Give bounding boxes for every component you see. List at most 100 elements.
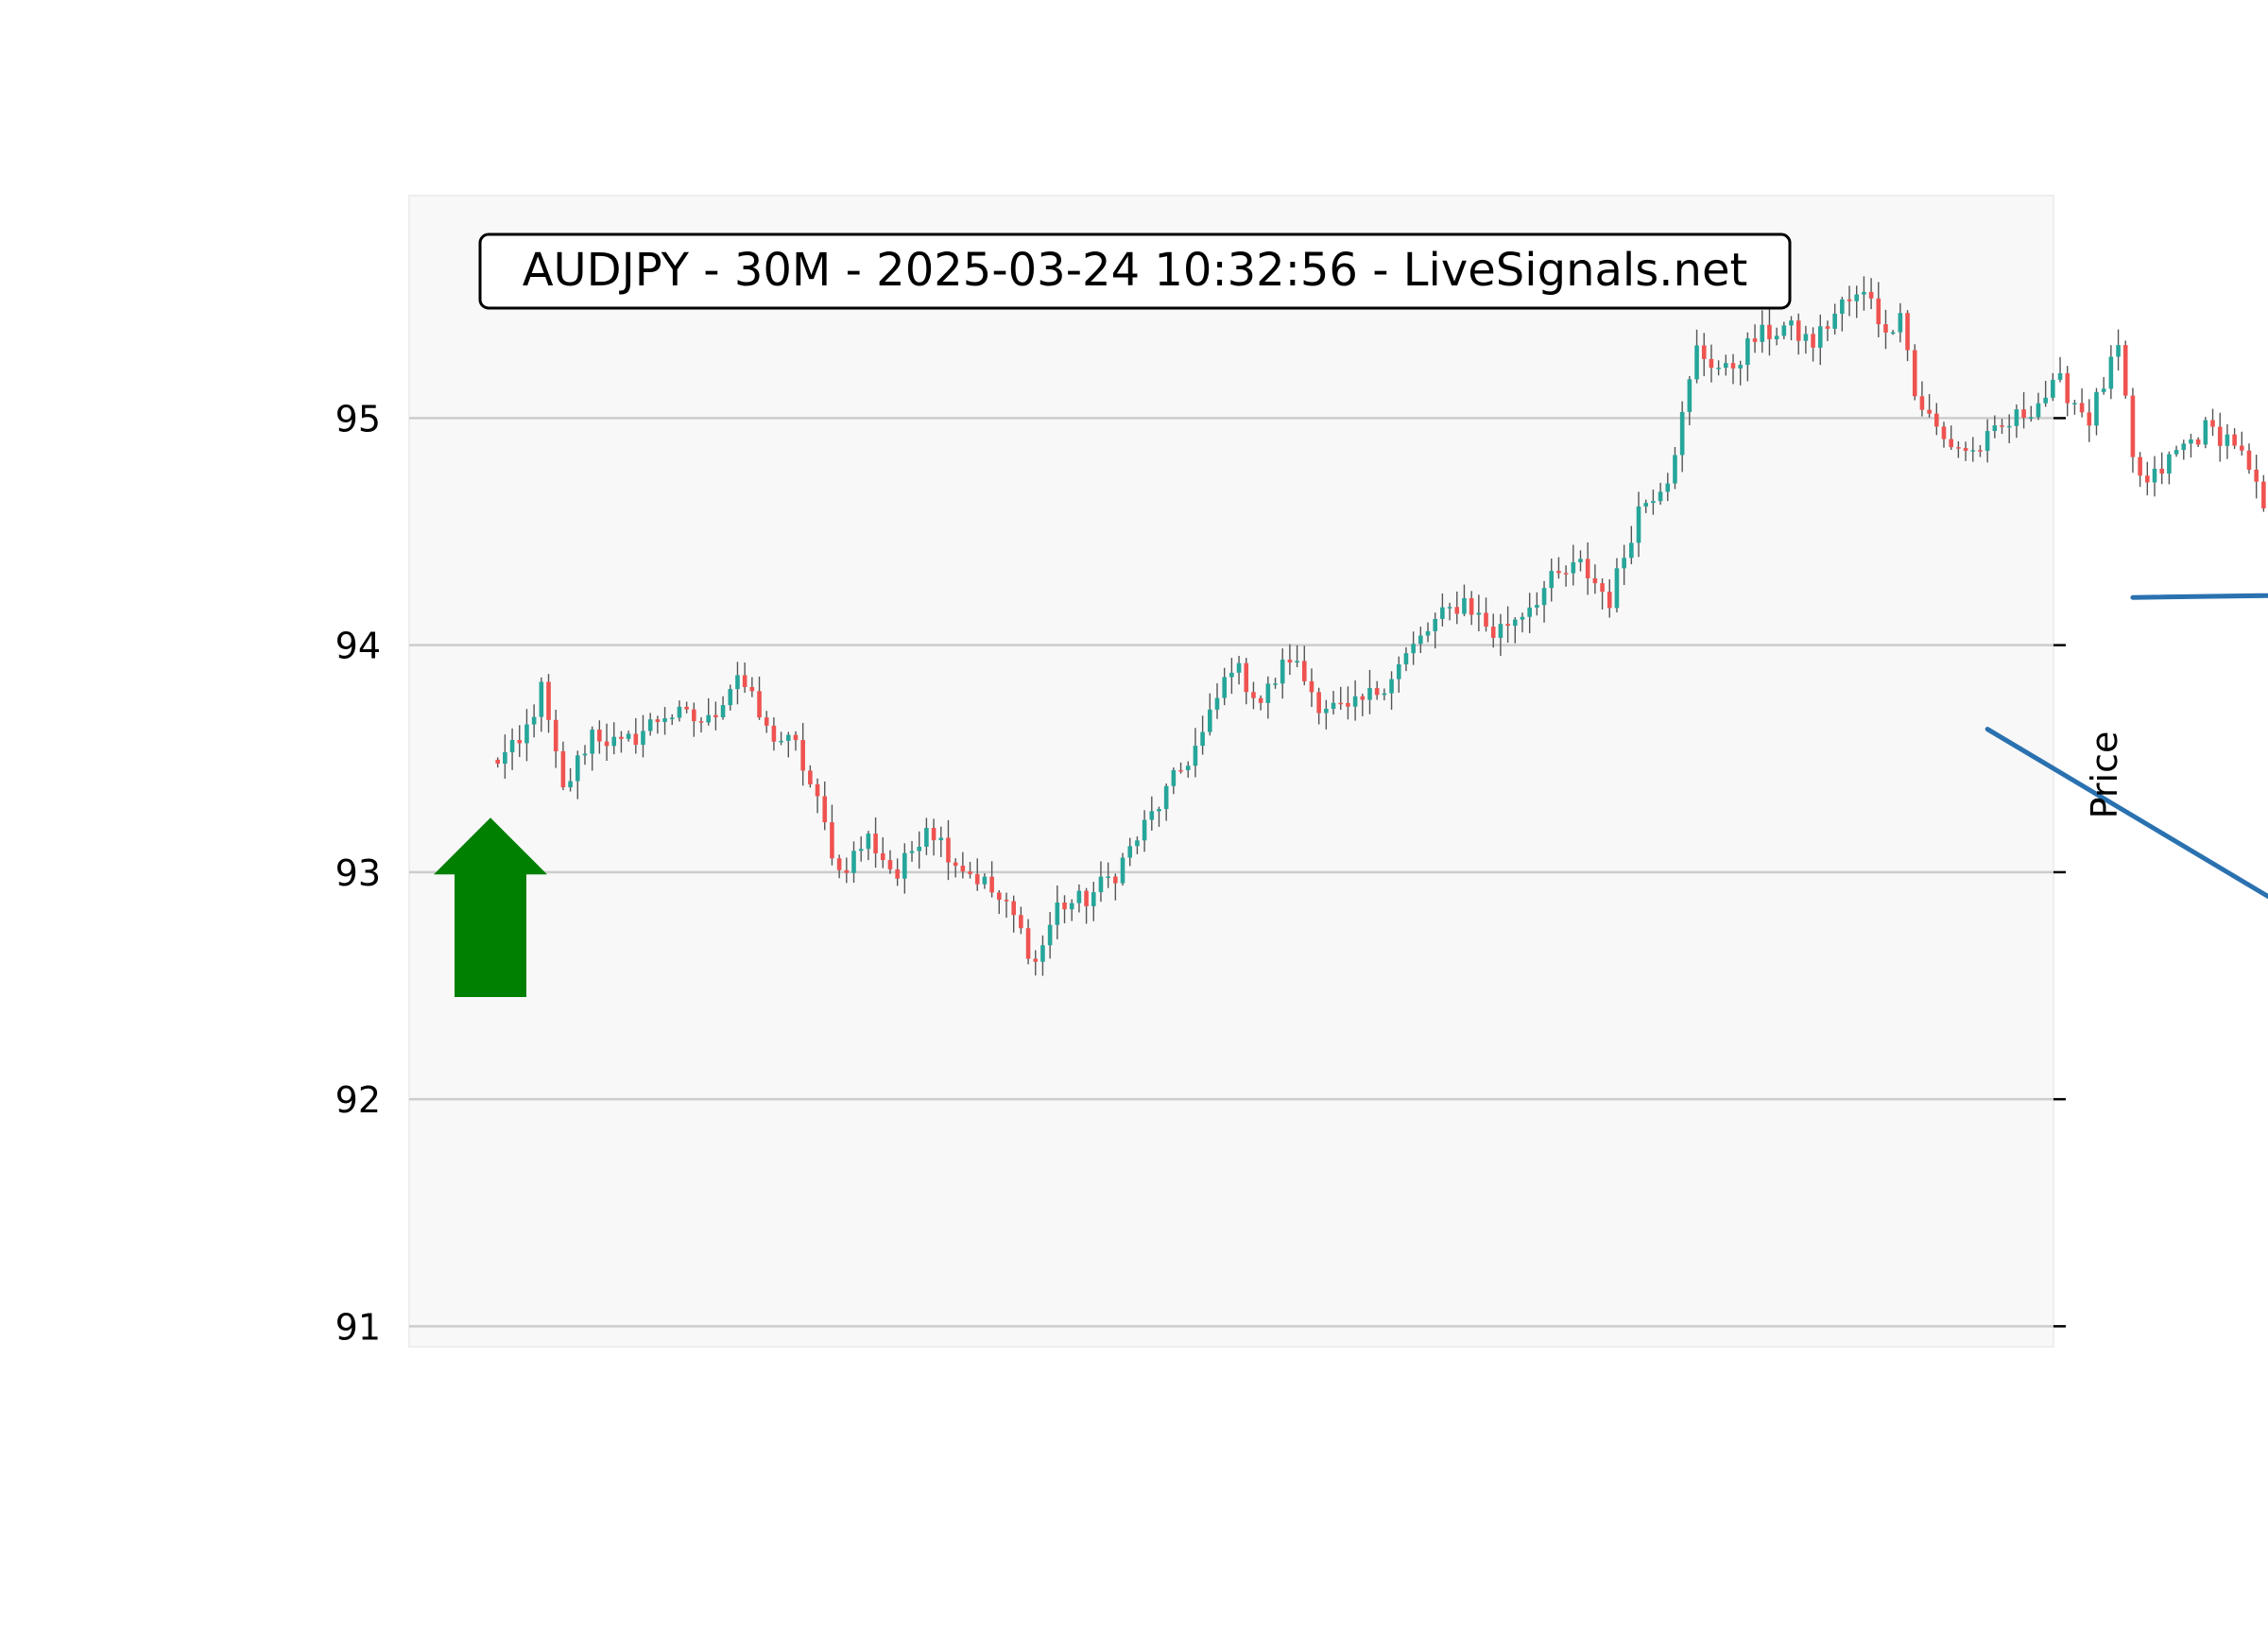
candle-up [1447, 607, 1452, 609]
candle-down [1606, 592, 1612, 609]
candle-up [1535, 605, 1539, 608]
candle-down [880, 852, 885, 861]
candle-up [1091, 892, 1096, 906]
candle-up [1418, 635, 1423, 645]
candle-down [1033, 958, 1039, 962]
candle-up [1694, 345, 1699, 380]
candle-down [1709, 358, 1714, 369]
candle-up [2203, 420, 2208, 445]
candle-up [1622, 558, 1626, 569]
candle-down [1585, 559, 1590, 578]
candle-down [822, 796, 828, 823]
candle-up [1817, 326, 1823, 348]
candle-down [887, 860, 893, 869]
candle-down [1919, 396, 1925, 410]
candle-down [713, 714, 718, 717]
candle-up [677, 706, 682, 718]
candle-up [1745, 338, 1750, 366]
candle-down [1556, 571, 1561, 574]
candle-up [1716, 368, 1721, 370]
candle-down [633, 733, 639, 746]
candle-up [2094, 391, 2099, 426]
candle-down [968, 871, 972, 874]
candle-up [1781, 325, 1787, 336]
candle-up [851, 851, 856, 873]
candle-up [641, 731, 645, 746]
candle-up [2028, 417, 2034, 419]
candle-up [735, 675, 740, 690]
candle-down [989, 876, 994, 893]
candle-up [1789, 320, 1794, 326]
candle-up [1651, 501, 1656, 504]
candle-down [1600, 583, 1605, 593]
candle-up [2167, 454, 2172, 474]
candle-down [757, 691, 762, 718]
candle-down [698, 721, 704, 723]
candle-up [1120, 857, 1125, 884]
candle-down [895, 869, 900, 879]
title-box: AUDJPY - 30M - 2025-03-24 10:32:56 - Liv… [478, 232, 1792, 310]
candle-up [1440, 607, 1445, 619]
candle-up [575, 755, 580, 782]
candle-down [1316, 692, 1321, 714]
candle-down [1941, 426, 1947, 439]
candle-down [844, 869, 850, 873]
candle-up [1629, 542, 1634, 559]
candle-down [2195, 439, 2201, 445]
candle-up [1614, 568, 1620, 609]
candle-down [1811, 334, 1815, 348]
candle-up [1265, 683, 1271, 703]
candle-up [531, 716, 537, 725]
candle-up [626, 733, 631, 739]
candle-up [1382, 693, 1387, 696]
candle-up [2152, 468, 2157, 483]
candle-down [1905, 313, 1910, 351]
candle-up [568, 781, 573, 788]
trendline [2130, 593, 2268, 600]
candle-down [1978, 450, 1983, 452]
candle-up [2116, 345, 2121, 357]
candle-down [808, 770, 813, 784]
candle-up [779, 740, 783, 743]
candle-up [866, 834, 871, 850]
candle-up [1984, 431, 1990, 451]
candle-up [2014, 409, 2019, 426]
candle-up [1149, 811, 1155, 820]
candle-down [815, 783, 820, 797]
candle-down [517, 740, 523, 744]
candle-up [2036, 403, 2041, 418]
candle-up [1171, 769, 1177, 786]
candle-down [1251, 692, 1256, 698]
candle-down [953, 862, 958, 867]
candle-up [1498, 624, 1503, 638]
candle-down [2145, 475, 2150, 483]
candle-down [1338, 702, 1344, 705]
candle-up [1854, 294, 1860, 301]
candle-up [1185, 765, 1191, 770]
candle-up [1396, 664, 1401, 679]
candle-up [1970, 450, 1976, 452]
candle-down [1004, 900, 1009, 902]
candle-down [1956, 447, 1961, 449]
candle-up [2108, 356, 2114, 389]
candle-up [647, 719, 653, 731]
candle-down [1490, 627, 1496, 638]
candle-up [662, 718, 667, 722]
candle-up [1352, 696, 1358, 707]
candle-down [1309, 680, 1314, 693]
y-axis: 91 92 93 94 95 [335, 398, 2066, 1348]
candle-up [1774, 335, 1779, 339]
candle-down [1505, 624, 1510, 627]
candle-up [2181, 443, 2187, 451]
candle-down [1346, 702, 1350, 707]
candle-up [1157, 809, 1161, 812]
candle-down [1825, 326, 1830, 329]
candle-down [1592, 577, 1598, 584]
candle-down [1730, 363, 1736, 369]
candle-up [706, 714, 711, 723]
candle-up [982, 876, 988, 885]
candle-down [597, 730, 602, 742]
candle-up [1331, 702, 1336, 709]
candle-down [836, 858, 842, 870]
